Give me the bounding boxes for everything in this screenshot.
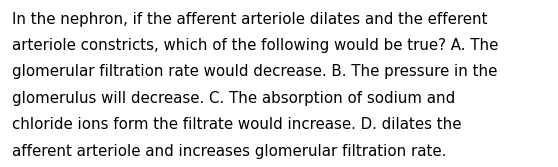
Text: arteriole constricts, which of the following would be true? A. The: arteriole constricts, which of the follo… bbox=[12, 38, 499, 53]
Text: afferent arteriole and increases glomerular filtration rate.: afferent arteriole and increases glomeru… bbox=[12, 144, 446, 159]
Text: glomerulus will decrease. C. The absorption of sodium and: glomerulus will decrease. C. The absorpt… bbox=[12, 91, 455, 106]
Text: chloride ions form the filtrate would increase. D. dilates the: chloride ions form the filtrate would in… bbox=[12, 117, 462, 132]
Text: In the nephron, if the afferent arteriole dilates and the efferent: In the nephron, if the afferent arteriol… bbox=[12, 12, 488, 27]
Text: glomerular filtration rate would decrease. B. The pressure in the: glomerular filtration rate would decreas… bbox=[12, 64, 498, 79]
